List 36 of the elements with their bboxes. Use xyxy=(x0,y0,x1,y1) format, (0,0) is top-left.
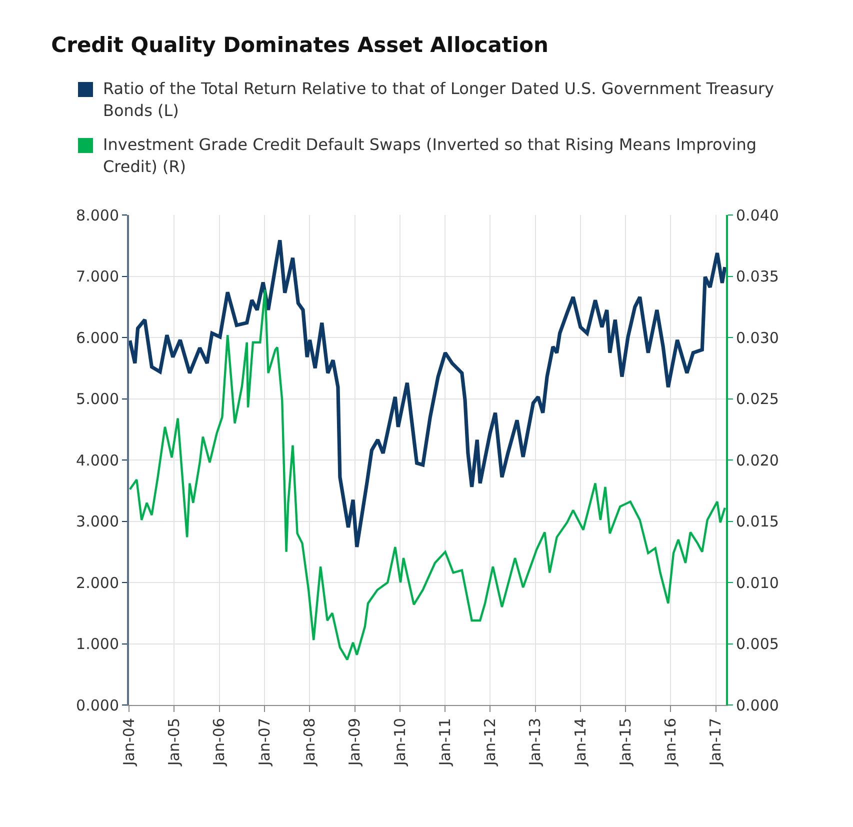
x-tick-label: Jan-10 xyxy=(390,718,409,767)
x-tick-label: Jan-16 xyxy=(662,718,680,767)
y2-tick-label: 0.030 xyxy=(736,328,779,347)
y2-tick-label: 0.035 xyxy=(736,268,779,286)
x-tick-label: Jan-13 xyxy=(526,718,544,767)
y-tick-label: 2.000 xyxy=(76,574,119,592)
x-tick-label: Jan-15 xyxy=(616,718,634,767)
y-tick-label: 7.000 xyxy=(76,268,119,286)
x-tick-label: Jan-14 xyxy=(571,718,590,767)
y-tick-label: 4.000 xyxy=(76,451,119,470)
y2-tick-label: 0.015 xyxy=(736,512,779,530)
y-tick-label: 6.000 xyxy=(76,328,119,347)
y2-tick-label: 0.000 xyxy=(736,696,779,714)
x-tick-label: Jan-06 xyxy=(210,718,228,767)
legend-label: Ratio of the Total Return Relative to that of Longer Dated U.S. Government Treasury Bonds (L) xyxy=(103,78,776,122)
line-series xyxy=(129,238,726,549)
x-tick-label: Jan-08 xyxy=(300,718,318,767)
legend-label: Investment Grade Credit Default Swaps (Inverted so that Rising Means Improving Credit) (R) xyxy=(103,134,758,178)
y-tick-label: 8.000 xyxy=(76,206,119,224)
chart-title: Credit Quality Dominates Asset Allocation xyxy=(51,32,548,57)
x-tick-label: Jan-09 xyxy=(346,718,364,767)
y-tick-label: 5.000 xyxy=(76,390,119,408)
x-tick-label: Jan-04 xyxy=(120,718,138,767)
y-tick-label: 1.000 xyxy=(76,635,119,653)
x-tick-label: Jan-12 xyxy=(480,718,499,767)
y2-tick-label: 0.010 xyxy=(736,574,779,592)
y2-tick-label: 0.005 xyxy=(736,635,779,653)
y-tick-label: 0.000 xyxy=(76,696,119,714)
x-tick-label: Jan-07 xyxy=(255,718,274,767)
x-tick-label: Jan-17 xyxy=(706,718,725,767)
x-tick-label: Jan-11 xyxy=(436,718,454,767)
y2-tick-label: 0.020 xyxy=(736,451,779,470)
y2-tick-label: 0.025 xyxy=(736,390,779,408)
y2-tick-label: 0.040 xyxy=(736,206,779,224)
x-tick-label: Jan-05 xyxy=(165,718,184,767)
y-tick-label: 3.000 xyxy=(76,512,119,530)
